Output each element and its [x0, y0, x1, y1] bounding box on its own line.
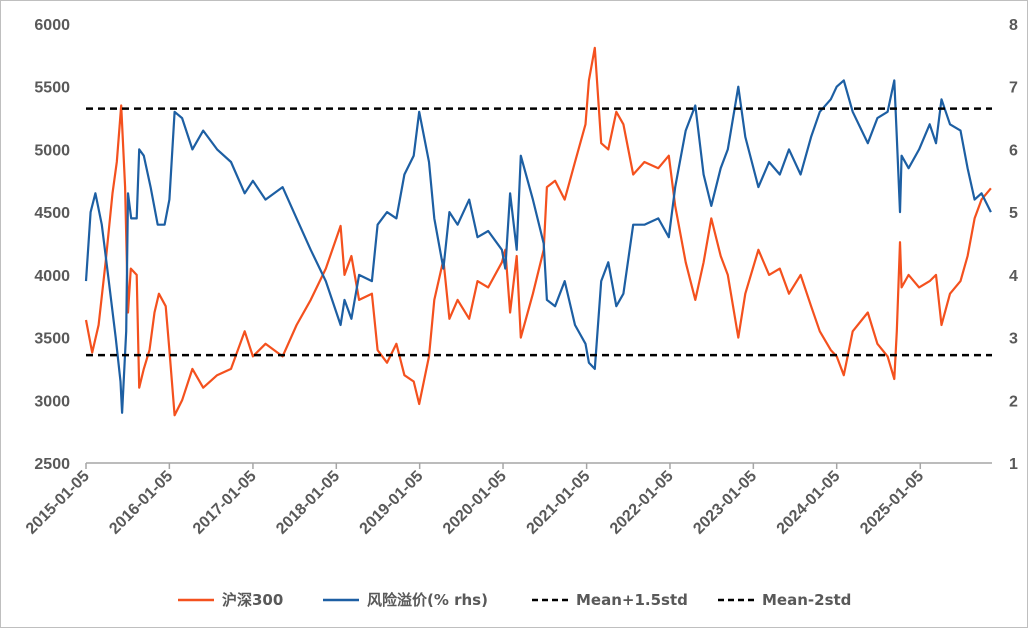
y-left-tick-label: 5000 [34, 142, 70, 159]
y-right-tick-label: 7 [1009, 80, 1018, 97]
y-left-tick-label: 3500 [34, 331, 70, 348]
x-tick-label: 2024-01-05 [774, 468, 844, 538]
x-tick-label: 2017-01-05 [190, 468, 260, 538]
y-right-tick-label: 6 [1009, 142, 1018, 159]
x-tick-label: 2023-01-05 [690, 468, 760, 538]
y-right-tick-label: 3 [1009, 331, 1018, 348]
y-left-tick-label: 6000 [34, 17, 70, 34]
y-right-tick-label: 1 [1009, 456, 1018, 473]
legend-label: Mean-2std [762, 591, 851, 609]
legend-label: 沪深300 [222, 591, 283, 609]
y-left-tick-label: 5500 [34, 80, 70, 97]
legend-mean-minus-2std: Mean-2std [718, 591, 851, 609]
axes: 2500 3000 3500 4000 4500 5000 5500 6000 1 2 3 4 5 6 7 8… [23, 17, 1018, 538]
plot-area [84, 46, 992, 417]
x-tick-label: 2015-01-05 [23, 468, 93, 538]
risk-premium-series-line [84, 79, 992, 414]
legend-label: Mean+1.5std [576, 591, 688, 609]
y-left-tick-label: 3000 [34, 393, 70, 410]
y-left-tick-label: 4000 [34, 268, 70, 285]
legend-csi300: 沪深300 [178, 591, 283, 609]
y-right-tick-label: 5 [1009, 205, 1018, 222]
x-tick-label: 2019-01-05 [357, 468, 427, 538]
y-right-tick-label: 2 [1009, 393, 1018, 410]
legend: 沪深300 风险溢价(% rhs) Mean+1.5std Mean-2std [178, 591, 851, 609]
x-tick-label: 2016-01-05 [106, 468, 176, 538]
legend-label: 风险溢价(% rhs) [367, 591, 488, 609]
csi300-series-line [84, 46, 992, 417]
y-left-tick-label: 4500 [34, 205, 70, 222]
x-tick-label: 2018-01-05 [273, 468, 343, 538]
legend-risk-premium: 风险溢价(% rhs) [323, 591, 488, 609]
x-tick-label: 2025-01-05 [857, 468, 927, 538]
y-right-tick-label: 4 [1009, 268, 1018, 285]
x-tick-label: 2021-01-05 [524, 468, 594, 538]
x-tick-label: 2022-01-05 [607, 468, 677, 538]
y-right-tick-label: 8 [1009, 17, 1018, 34]
y-left-tick-label: 2500 [34, 456, 70, 473]
legend-mean-plus-1-5std: Mean+1.5std [532, 591, 688, 609]
x-tick-label: 2020-01-05 [440, 468, 510, 538]
